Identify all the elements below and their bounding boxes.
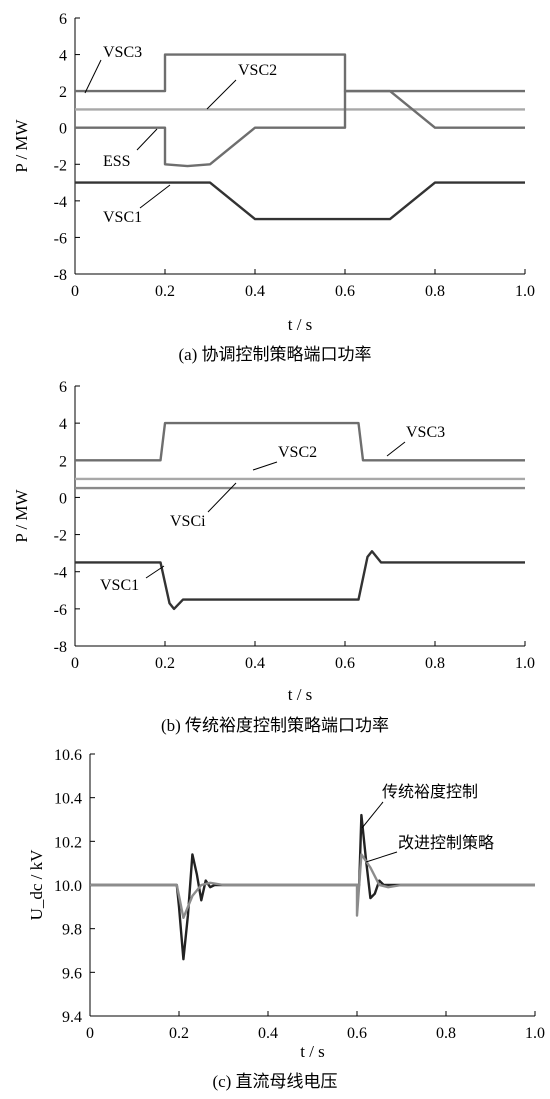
y-tick-label: 4 <box>59 48 67 65</box>
x-tick-label: 0.6 <box>335 283 355 300</box>
chart-caption: (a) 协调控制策略端口功率 <box>178 345 371 364</box>
chart-2: 0 0.2 0.4 0.6 0.8 1.0 10.6 10.4 10.2 10.0 9.8 9.6 9.… <box>27 747 545 1091</box>
annotation-pointer <box>84 59 102 94</box>
y-tick-label: 6 <box>59 379 67 396</box>
y-axis-label: U_dc / kV <box>27 849 46 921</box>
x-tick-label: 0.8 <box>436 1025 456 1042</box>
series-line-VSC1 <box>75 550 525 611</box>
annotation-label: VSC2 <box>278 444 317 461</box>
y-tick-label: -4 <box>54 565 67 582</box>
y-tick-label: -2 <box>54 157 67 174</box>
y-tick-label: -8 <box>54 267 67 284</box>
x-tick-label: 1.0 <box>515 655 535 672</box>
y-tick-label: 0 <box>59 121 67 138</box>
y-tick-label: 4 <box>59 416 67 433</box>
chart-0: 0 0.2 0.4 0.6 0.8 1.0 6 4 2 0 -2 -4 -6 -8 VSC3 VSC2 ESS V… <box>12 11 535 364</box>
y-tick-label: 10.6 <box>54 747 82 764</box>
annotation-pointer <box>145 565 165 579</box>
y-tick-label: 10.2 <box>54 834 82 851</box>
y-axis-label: P / MW <box>12 488 31 542</box>
x-tick-label: 0.2 <box>155 283 175 300</box>
annotation-label: VSC1 <box>100 577 139 594</box>
y-tick-label: -8 <box>54 639 67 656</box>
x-tick-label: 0.8 <box>425 283 445 300</box>
y-tick-label: -4 <box>54 194 67 211</box>
y-tick-label: 2 <box>59 453 67 470</box>
annotation-pointer <box>361 801 384 829</box>
annotation-label: VSCi <box>170 513 206 530</box>
y-tick-label: -2 <box>54 528 67 545</box>
y-tick-label: 9.4 <box>62 1009 82 1026</box>
annotation-pointer <box>207 482 237 513</box>
annotation-label: VSC3 <box>103 44 142 61</box>
annotation-label: VSC2 <box>238 62 277 79</box>
series-line-VSC1 <box>75 181 525 221</box>
annotation-pointer <box>252 461 278 471</box>
y-tick-label: 10.4 <box>54 791 82 808</box>
y-tick-label: -6 <box>54 602 67 619</box>
annotation-label: VSC1 <box>103 209 142 226</box>
annotation-label: 改进控制策略 <box>398 834 494 852</box>
annotation-pointer <box>365 851 398 863</box>
annotation-pointer <box>206 79 237 110</box>
annotation-label: ESS <box>103 153 131 170</box>
y-tick-label: -6 <box>54 230 67 247</box>
x-tick-label: 0.6 <box>347 1025 367 1042</box>
y-tick-label: 9.6 <box>62 965 82 982</box>
y-tick-label: 6 <box>59 11 67 28</box>
x-tick-label: 0.4 <box>245 655 265 672</box>
x-tick-label: 1.0 <box>515 283 535 300</box>
series-line-ESS <box>75 89 525 168</box>
series-line-VSC3 <box>75 421 525 462</box>
x-axis-label: t / s <box>300 1042 325 1061</box>
x-axis-label: t / s <box>288 685 313 704</box>
annotation-pointer <box>139 184 171 209</box>
y-tick-label: 9.8 <box>62 922 82 939</box>
x-tick-label: 0 <box>86 1025 94 1042</box>
annotation-label: 传统裕度控制 <box>382 783 478 801</box>
series-line-改进控制策略 <box>90 853 535 919</box>
annotation-pointer <box>136 128 158 151</box>
series-line-VSC3 <box>75 53 525 93</box>
x-tick-label: 0.2 <box>169 1025 189 1042</box>
chart-1: 0 0.2 0.4 0.6 0.8 1.0 6 4 2 0 -2 -4 -6 -8 VSC2 VSC3 VSCi… <box>12 379 535 735</box>
y-axis-label: P / MW <box>12 118 31 172</box>
annotation-pointer <box>386 441 406 457</box>
annotation-label: VSC3 <box>406 424 445 441</box>
series-line-传统裕度控制 <box>90 813 535 961</box>
x-tick-label: 0.6 <box>335 655 355 672</box>
x-tick-label: 0 <box>71 655 79 672</box>
chart-caption: (c) 直流母线电压 <box>212 1072 337 1091</box>
y-tick-label: 2 <box>59 84 67 101</box>
x-tick-label: 0.2 <box>155 655 175 672</box>
y-tick-label: 10.0 <box>54 878 82 895</box>
x-tick-label: 1.0 <box>525 1025 545 1042</box>
x-tick-label: 0 <box>71 283 79 300</box>
x-tick-label: 0.4 <box>258 1025 278 1042</box>
y-tick-label: 0 <box>59 490 67 507</box>
chart-caption: (b) 传统裕度控制策略端口功率 <box>161 716 389 735</box>
x-tick-label: 0.8 <box>425 655 445 672</box>
x-axis-label: t / s <box>288 315 313 334</box>
x-tick-label: 0.4 <box>245 283 265 300</box>
